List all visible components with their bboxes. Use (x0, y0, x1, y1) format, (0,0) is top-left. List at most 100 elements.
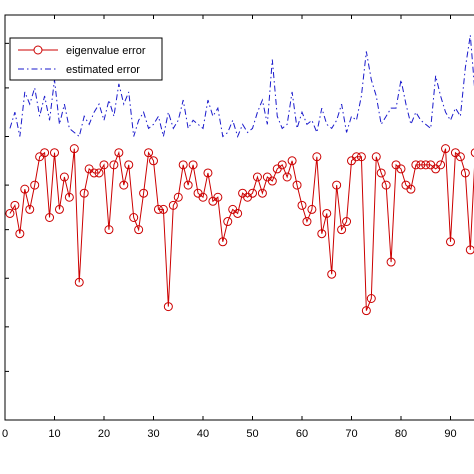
data-point (396, 164, 406, 174)
legend: eigenvalue error estimated error (9, 37, 163, 81)
data-point (277, 160, 287, 170)
data-point (188, 160, 198, 170)
series-0 (5, 144, 474, 316)
data-point (59, 172, 69, 182)
plot-area (5, 35, 474, 316)
data-point (158, 204, 168, 214)
data-point (446, 237, 455, 247)
data-point (351, 152, 361, 162)
data-point (10, 200, 20, 210)
x-tick-label: 0 (2, 428, 8, 440)
data-point (436, 160, 446, 170)
data-point (45, 213, 55, 222)
data-point (15, 229, 25, 239)
data-point (183, 180, 193, 190)
data-point (119, 180, 129, 190)
data-point (79, 188, 89, 198)
x-tick-label: 50 (246, 428, 258, 440)
x-tick-label: 30 (147, 428, 159, 440)
data-point (386, 257, 396, 267)
data-point (203, 168, 213, 178)
data-point (5, 208, 15, 218)
data-point (416, 160, 426, 170)
legend-label: estimated error (66, 64, 140, 76)
data-point (361, 306, 371, 316)
data-point (282, 172, 292, 182)
data-point (124, 160, 134, 170)
data-point (322, 208, 332, 218)
data-point (69, 144, 79, 154)
data-point (20, 184, 30, 194)
data-point (381, 180, 391, 190)
x-tick-label: 10 (48, 428, 60, 440)
data-point (134, 225, 144, 235)
series-line (9, 35, 474, 138)
data-point (218, 237, 228, 247)
data-point (54, 204, 64, 214)
data-point (460, 168, 470, 178)
data-point (455, 152, 465, 162)
data-point (317, 229, 327, 239)
data-point (376, 168, 386, 178)
data-point (198, 192, 208, 202)
data-point (366, 294, 376, 303)
series-1 (9, 35, 474, 138)
data-point (470, 148, 474, 158)
data-point (292, 180, 302, 190)
data-point (104, 225, 114, 235)
legend-box (9, 37, 163, 81)
data-point (173, 192, 183, 202)
data-point (178, 160, 188, 170)
data-point (267, 176, 277, 186)
x-tick-label: 40 (197, 428, 209, 440)
data-point (129, 213, 139, 222)
data-point (257, 188, 267, 198)
x-tick-label: 70 (345, 428, 357, 440)
data-point (144, 148, 154, 158)
legend-marker-sample (33, 45, 43, 55)
data-point (109, 160, 119, 170)
data-point (40, 148, 50, 158)
data-point (356, 152, 366, 162)
data-point (64, 192, 74, 202)
x-tick-label: 90 (444, 428, 456, 440)
data-point (337, 225, 347, 235)
data-point (307, 204, 317, 214)
legend-label: eigenvalue error (66, 45, 146, 57)
data-point (223, 217, 233, 227)
series-line (9, 148, 474, 311)
data-point (371, 152, 381, 162)
data-point (465, 245, 474, 255)
data-point (332, 180, 342, 190)
data-point (114, 148, 124, 158)
data-point (139, 188, 149, 198)
data-point (342, 217, 352, 227)
data-point (327, 269, 337, 279)
data-point (149, 156, 158, 166)
data-point (163, 302, 173, 312)
data-point (168, 200, 178, 210)
x-axis: 0 10 20 30 40 50 60 70 80 90 (2, 15, 457, 440)
data-point (421, 160, 431, 170)
data-point (25, 204, 35, 214)
data-point (74, 277, 84, 287)
data-point (99, 160, 109, 170)
data-point (302, 217, 312, 227)
data-point (89, 168, 99, 178)
data-point (406, 184, 416, 194)
data-point (312, 152, 322, 162)
data-point (252, 172, 262, 182)
data-point (441, 144, 451, 154)
data-point (233, 208, 243, 218)
x-tick-label: 20 (98, 428, 110, 440)
data-point (153, 204, 163, 214)
x-tick-label: 80 (395, 428, 407, 440)
x-tick-label: 60 (296, 428, 308, 440)
data-point (248, 188, 257, 198)
data-point (30, 180, 40, 190)
data-point (50, 148, 59, 158)
data-point (411, 160, 421, 170)
data-point (297, 200, 307, 210)
data-point (287, 156, 297, 166)
